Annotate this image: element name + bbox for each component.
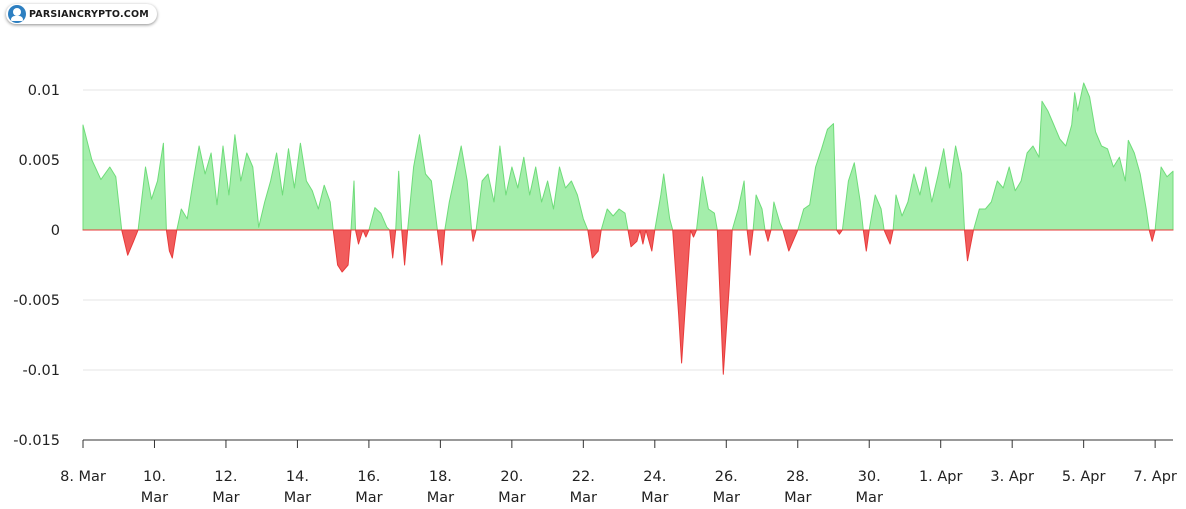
x-tick-label: 1. Apr — [919, 469, 963, 485]
x-tick-label: Mar — [856, 490, 883, 506]
x-tick-label: 20. — [500, 469, 523, 485]
watermark-logo: PARSIANCRYPTO.COM — [6, 4, 157, 24]
x-tick-label: Mar — [355, 490, 382, 506]
y-tick-label: -0.005 — [13, 293, 60, 309]
x-tick-label: Mar — [570, 490, 597, 506]
x-tick-label: 30. — [858, 469, 881, 485]
x-tick-label: 14. — [286, 469, 309, 485]
x-axis: 8. Mar 10. Mar 12. Mar 14. Mar 16. Mar 18. Mar 20. M… — [60, 439, 1177, 506]
x-tick-label: Mar — [498, 490, 525, 506]
y-axis: 0.01 0.005 0 -0.005 -0.01 -0.015 — [13, 83, 60, 449]
x-tick-label: 16. — [357, 469, 380, 485]
x-tick-label: Mar — [713, 490, 740, 506]
x-tick-label: 8. Mar — [60, 469, 106, 485]
x-tick-label: Mar — [141, 490, 168, 506]
watermark-text: PARSIANCRYPTO.COM — [29, 8, 149, 20]
negative-area — [82, 229, 1174, 375]
x-tick-label: 24. — [643, 469, 666, 485]
x-tick-label: Mar — [427, 490, 454, 506]
y-tick-label: 0.01 — [28, 83, 60, 99]
x-tick-label: 28. — [786, 469, 809, 485]
x-tick-label: 22. — [572, 469, 595, 485]
y-tick-label: -0.015 — [13, 433, 60, 449]
y-tick-label: 0 — [51, 223, 60, 239]
x-tick-label: Mar — [784, 490, 811, 506]
x-tick-label: 26. — [715, 469, 738, 485]
x-tick-label: 10. — [143, 469, 166, 485]
plot-area — [82, 82, 1174, 375]
y-tick-label: -0.01 — [22, 363, 60, 379]
x-tick-label: Mar — [212, 490, 239, 506]
x-tick-label: 18. — [429, 469, 452, 485]
x-tick-label: Mar — [284, 490, 311, 506]
x-tick-label: 7. Apr — [1133, 469, 1177, 485]
x-tick-label: 12. — [214, 469, 237, 485]
y-tick-label: 0.005 — [18, 153, 60, 169]
positive-area — [82, 82, 1174, 231]
x-tick-label: 5. Apr — [1062, 469, 1106, 485]
user-badge-icon — [8, 5, 26, 23]
x-tick-label: Mar — [641, 490, 668, 506]
x-tick-label: 3. Apr — [990, 469, 1034, 485]
